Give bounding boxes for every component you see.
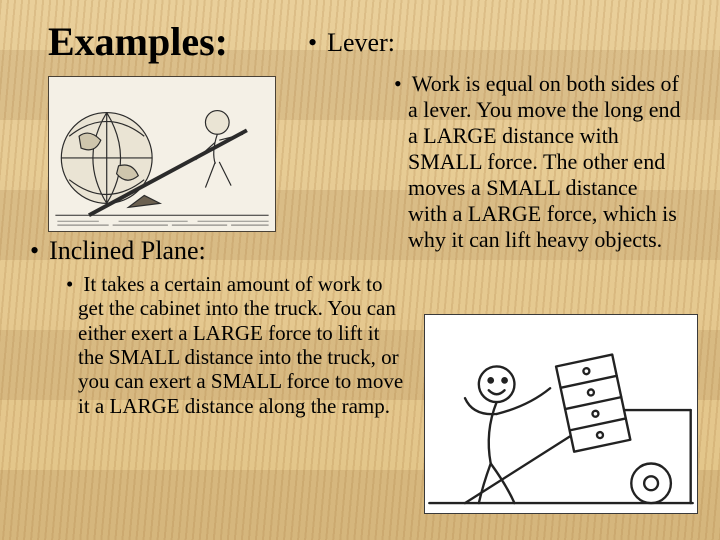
globe-lever-icon [49, 77, 275, 231]
inclined-heading: Inclined Plane: [30, 236, 206, 266]
bullet-icon [66, 272, 83, 296]
inclined-body-text: It takes a certain amount of work to get… [64, 272, 404, 418]
bullet-icon [30, 236, 49, 265]
slide-title: Examples: [48, 18, 308, 65]
lever-body: Work is equal on both sides of a lever. … [384, 71, 682, 253]
inclined-body-inner: It takes a certain amount of work to get… [78, 272, 403, 418]
globe-lever-illustration [48, 76, 276, 232]
lever-body-text: Work is equal on both sides of a lever. … [384, 71, 682, 253]
lever-heading-text: Lever: [327, 28, 395, 57]
ramp-cabinet-illustration [424, 314, 698, 514]
lever-heading: Lever: [308, 28, 395, 58]
bullet-icon [394, 71, 412, 96]
bullet-icon [308, 28, 327, 57]
ramp-cabinet-icon [425, 315, 697, 513]
top-row: Examples: Lever: [48, 18, 692, 65]
inclined-heading-text: Inclined Plane: [49, 236, 206, 265]
inclined-body: It takes a certain amount of work to get… [64, 272, 404, 418]
slide-content: Examples: Lever: Work is equal on both s… [0, 0, 720, 540]
lever-body-inner: Work is equal on both sides of a lever. … [408, 71, 681, 252]
